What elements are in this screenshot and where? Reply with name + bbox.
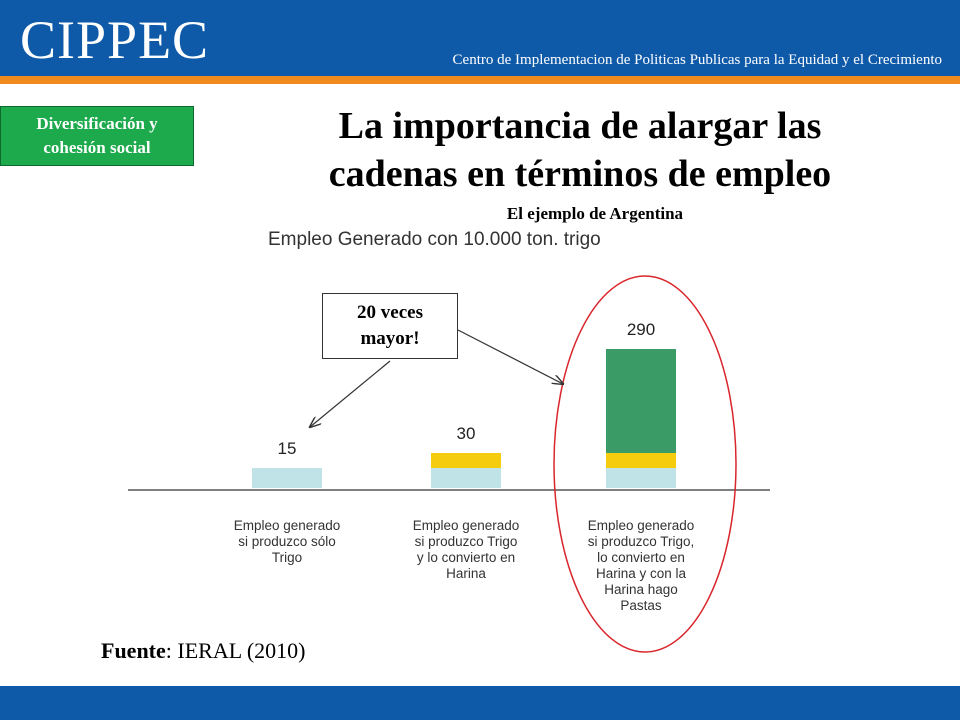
slide-title-line-1: La importancia de alargar las bbox=[338, 105, 822, 147]
bar-1-total-label: 15 bbox=[278, 439, 297, 458]
category-label-2-line-1: Empleo generado bbox=[413, 518, 520, 533]
bar-3-segment-2 bbox=[606, 453, 676, 468]
source-text: : IERAL (2010) bbox=[165, 638, 306, 663]
slide-title: La importancia de alargar las cadenas en… bbox=[270, 102, 890, 198]
category-label-3-line-6: Pastas bbox=[620, 598, 662, 613]
header-bar: CIPPEC Centro de Implementacion de Polit… bbox=[0, 0, 960, 76]
category-label-2-line-4: Harina bbox=[446, 566, 486, 581]
footer-bar bbox=[0, 686, 960, 720]
slide-subtitle: El ejemplo de Argentina bbox=[506, 204, 684, 223]
header-tagline: Centro de Implementacion de Politicas Pu… bbox=[452, 52, 942, 68]
category-label-3-line-3: lo convierto en bbox=[597, 550, 685, 565]
badge-line-1: Diversificación y bbox=[36, 114, 158, 133]
highlight-ellipse bbox=[553, 275, 737, 653]
category-label-1-line-2: si produzco sólo bbox=[238, 534, 336, 549]
category-label-2-line-3: y lo convierto en bbox=[417, 550, 515, 565]
source-note: Fuente: IERAL (2010) bbox=[101, 638, 305, 664]
category-label-3-line-1: Empleo generado bbox=[588, 518, 695, 533]
cippec-logo: CIPPEC bbox=[20, 10, 210, 70]
callout-box: 20 veces mayor! bbox=[322, 293, 458, 359]
bar-1-segment-1 bbox=[252, 468, 322, 488]
bar-2-segment-2 bbox=[431, 453, 501, 468]
badge-line-2: cohesión social bbox=[43, 138, 151, 157]
category-label-1-line-3: Trigo bbox=[272, 550, 302, 565]
callout-arrow-left bbox=[310, 360, 391, 427]
bar-3-segment-3 bbox=[606, 349, 676, 453]
bar-2-segment-1 bbox=[431, 468, 501, 488]
category-label-3-line-4: Harina y con la bbox=[596, 566, 687, 581]
chart-title: Empleo Generado con 10.000 ton. trigo bbox=[268, 229, 601, 250]
section-badge: Diversificación y cohesión social bbox=[0, 106, 194, 166]
category-label-3-line-2: si produzco Trigo, bbox=[588, 534, 695, 549]
category-label-3-line-5: Harina hago bbox=[604, 582, 678, 597]
bar-3-segment-1 bbox=[606, 468, 676, 488]
category-label-2-line-2: si produzco Trigo bbox=[415, 534, 518, 549]
category-label-1-line-1: Empleo generado bbox=[234, 518, 341, 533]
callout-arrow-right bbox=[457, 329, 563, 384]
callout-line-2: mayor! bbox=[360, 328, 420, 349]
bar-2-total-label: 30 bbox=[457, 424, 476, 443]
bar-3-total-label: 290 bbox=[627, 320, 655, 339]
callout-line-1: 20 veces bbox=[357, 302, 423, 323]
slide-title-line-2: cadenas en términos de empleo bbox=[328, 153, 832, 195]
source-label: Fuente bbox=[101, 638, 166, 663]
header-stripe bbox=[0, 76, 960, 84]
